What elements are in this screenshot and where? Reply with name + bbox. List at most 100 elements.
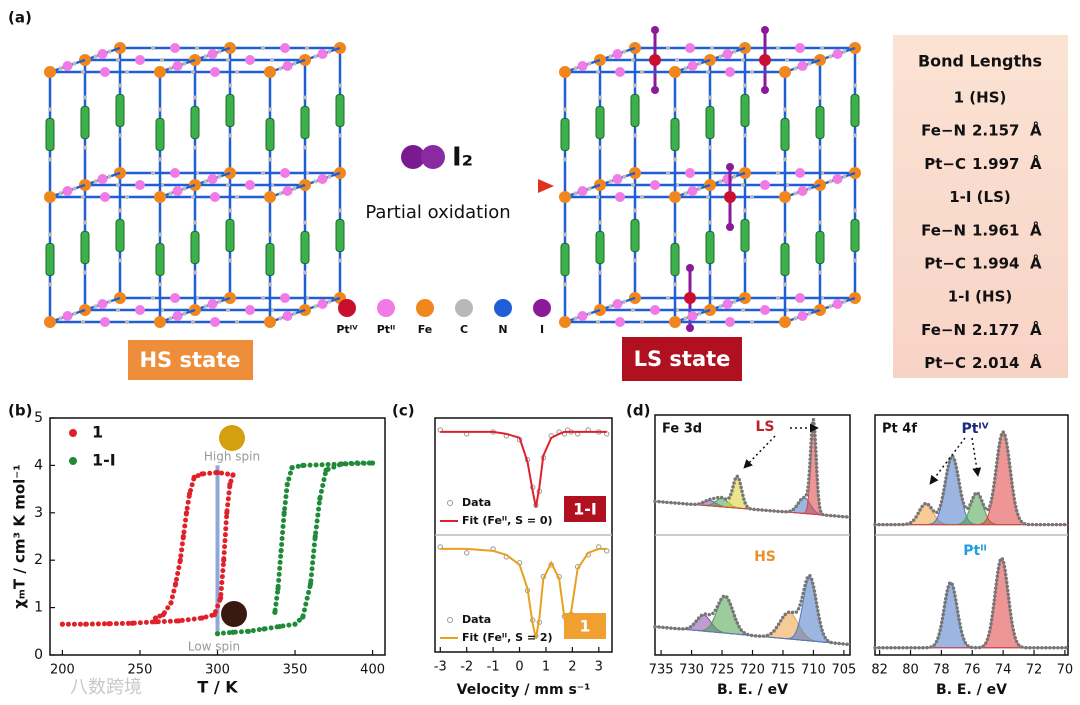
- carbon: [292, 61, 297, 66]
- data-point: [230, 472, 236, 478]
- pyrazine: [80, 231, 90, 264]
- carbon: [116, 308, 120, 312]
- iron: [559, 316, 571, 328]
- legend-label: N: [498, 323, 507, 336]
- carbon: [160, 58, 164, 62]
- x-tick-label: 350: [283, 663, 308, 678]
- iron: [779, 316, 791, 328]
- bond-length: 2.014: [972, 354, 1019, 372]
- data-point: [214, 631, 221, 637]
- carbon: [313, 304, 318, 309]
- carbon: [732, 49, 737, 54]
- carbon: [327, 49, 332, 54]
- pt-ii: [170, 168, 180, 178]
- bond-length: 2.177: [972, 321, 1019, 339]
- x-tick-label: 0: [515, 660, 523, 675]
- x-tick-label: 725: [710, 663, 735, 678]
- carbon: [842, 299, 847, 304]
- carbon: [743, 208, 747, 213]
- pyrazine: [265, 118, 275, 151]
- carbon: [622, 299, 627, 304]
- pt-ii: [685, 168, 695, 178]
- data-point: [211, 612, 217, 618]
- carbon: [608, 304, 613, 309]
- carbon: [673, 157, 677, 162]
- carbon: [217, 49, 222, 54]
- x-tick-label: 735: [649, 663, 674, 678]
- iron: [559, 191, 571, 203]
- carbon: [118, 133, 122, 138]
- carbon: [203, 179, 208, 184]
- data-point: [261, 626, 267, 632]
- carbon: [743, 258, 747, 263]
- carbon: [563, 157, 567, 162]
- pt-ii: [795, 293, 805, 303]
- carbon: [666, 46, 670, 50]
- y-tick-label: 2: [34, 552, 43, 568]
- pyrazine: [225, 219, 235, 252]
- carbon: [158, 157, 162, 162]
- carbon: [226, 308, 230, 312]
- x-axis-label: Velocity / mm s⁻¹: [457, 682, 591, 698]
- carbon: [58, 66, 63, 71]
- pyrazine: [115, 219, 125, 252]
- carbon: [573, 66, 578, 71]
- pyrazine: [155, 118, 165, 151]
- pyrazine: [850, 94, 860, 127]
- ls-badge: [622, 337, 742, 381]
- pyrazine: [740, 94, 750, 127]
- data-point: [307, 581, 314, 587]
- data-point: [191, 474, 197, 480]
- carbon: [107, 49, 112, 54]
- pt-ii: [280, 293, 290, 303]
- data-point: [59, 621, 66, 627]
- carbon: [303, 270, 307, 275]
- sample-tag: [564, 496, 606, 522]
- carbon: [338, 258, 342, 263]
- y-tick-label: 5: [34, 410, 43, 426]
- pt-ii: [245, 55, 255, 65]
- pt-ii: [280, 43, 290, 53]
- carbon: [666, 296, 670, 300]
- carbon: [818, 220, 822, 225]
- carbon: [608, 54, 613, 59]
- ls-label: LS state: [634, 347, 731, 371]
- carbon: [563, 282, 567, 287]
- carbon: [83, 270, 87, 275]
- x-tick-label: 1: [542, 660, 550, 675]
- pt-ii: [612, 299, 623, 309]
- iodine-atom: [421, 145, 445, 169]
- x-tick-label: 2: [568, 660, 576, 675]
- plot-title: Pt 4f: [882, 422, 917, 437]
- pyrazine: [740, 219, 750, 252]
- carbon: [72, 186, 77, 191]
- data-point: [323, 467, 329, 473]
- envelope: [873, 429, 1070, 527]
- data-point: [173, 581, 179, 587]
- pt-ii: [795, 43, 805, 53]
- atom-legend: Ptᴵⱽ Ptᴵᴵ Fe C N I: [336, 299, 551, 336]
- carbon: [158, 107, 162, 112]
- iron: [264, 66, 276, 78]
- row-label: LS: [755, 419, 774, 435]
- panel-label: (b): [8, 402, 32, 420]
- carbon: [633, 133, 637, 138]
- legend-marker: [447, 617, 453, 623]
- carbon: [151, 171, 155, 175]
- carbon: [83, 145, 87, 150]
- carbon: [706, 195, 710, 199]
- bond-name: Fe−N: [921, 321, 966, 339]
- y-tick-label: 4: [34, 457, 43, 473]
- pt-ii: [172, 61, 183, 71]
- y-axis-label: χₘT / cm³ K mol⁻¹: [11, 464, 29, 609]
- legend-atom: [377, 299, 395, 317]
- carbon: [261, 46, 265, 50]
- data-point: [129, 620, 135, 626]
- iron: [154, 191, 166, 203]
- carbon: [633, 258, 637, 263]
- carbon: [853, 133, 857, 138]
- x-axis-label: B. E. / eV: [717, 682, 788, 698]
- carbon: [72, 61, 77, 66]
- data-point: [152, 615, 159, 621]
- carbon: [48, 232, 52, 237]
